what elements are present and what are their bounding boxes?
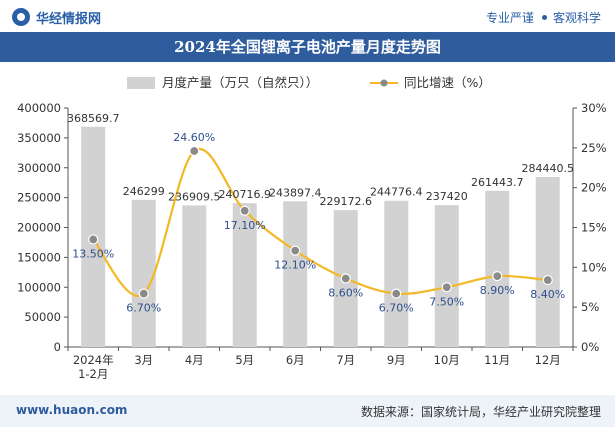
- y-left-tick-label: 300000: [17, 161, 61, 175]
- x-tick-label: 10月: [434, 353, 460, 367]
- bar-value-label: 261443.7: [471, 176, 524, 189]
- tag-professional: 专业严谨: [485, 11, 534, 25]
- bar-value-label: 240716.9: [219, 188, 272, 201]
- growth-point: [542, 274, 553, 286]
- growth-value-label: 6.70%: [126, 302, 161, 315]
- bar-value-label: 244776.4: [370, 186, 423, 199]
- y-right-tick-label: 30%: [581, 101, 607, 115]
- x-tick-label: 5月: [235, 353, 254, 367]
- y-left-tick-label: 100000: [17, 280, 61, 294]
- dot-icon: [541, 15, 547, 20]
- growth-value-label: 24.60%: [173, 131, 215, 144]
- bar: [485, 190, 510, 347]
- growth-line: [92, 147, 548, 298]
- y-right-tick-label: 5%: [581, 300, 599, 314]
- bar: [283, 201, 308, 347]
- legend-bar-swatch: [127, 77, 155, 89]
- footer: www.huaon.com 数据来源：国家统计局，华经产业研究院整理: [0, 395, 615, 427]
- bar: [384, 200, 409, 347]
- growth-point: [290, 245, 301, 256]
- x-tick-label: 12月: [535, 353, 561, 367]
- y-right-tick-label: 15%: [581, 221, 607, 235]
- growth-value-label: 8.90%: [480, 284, 515, 297]
- tag-objective: 客观科学: [552, 11, 601, 25]
- x-tick-label: 11月: [484, 353, 510, 367]
- bar-value-label: 237420: [426, 190, 468, 203]
- y-left-tick-label: 0: [54, 340, 61, 354]
- growth-value-label: 17.10%: [224, 219, 266, 232]
- growth-point: [391, 288, 402, 299]
- chart-canvas: 月度产量（万只（自然只）） 同比增速（%） 0 50000 100000 150000 20…: [17, 75, 607, 381]
- y-right-tick-label: 10%: [581, 260, 607, 274]
- bar: [535, 177, 560, 347]
- bar: [182, 205, 207, 347]
- brand-name: 华经情报网: [36, 11, 102, 27]
- y-left-tick-label: 250000: [17, 191, 61, 205]
- y-left-tick-label: 400000: [17, 101, 61, 115]
- growth-value-label: 12.10%: [274, 259, 316, 272]
- x-tick-label: 9月: [387, 353, 406, 367]
- brand: 华经情报网: [12, 7, 101, 27]
- legend-bar-label: 月度产量（万只（自然只））: [162, 75, 318, 90]
- growth-value-label: 8.60%: [328, 286, 363, 299]
- bar-value-label: 246299: [123, 185, 165, 198]
- growth-point: [492, 270, 503, 282]
- y-left-tick-label: 350000: [17, 131, 61, 145]
- bar-value-label: 284440.5: [522, 162, 575, 175]
- chart-title: 2024年全国锂离子电池产量月度走势图: [174, 38, 441, 56]
- legend-line-marker: [380, 79, 388, 87]
- x-tick-label: 7月: [336, 353, 355, 367]
- bar-value-label: 229172.6: [320, 195, 373, 208]
- growth-point: [239, 205, 250, 216]
- y-right-tick-label: 0%: [581, 340, 599, 354]
- brand-logo-icon: [12, 8, 30, 26]
- bar: [434, 205, 459, 347]
- growth-value-label: 13.50%: [72, 247, 114, 260]
- growth-value-label: 7.50%: [429, 295, 464, 308]
- legend-line-label: 同比增速（%）: [404, 75, 491, 90]
- growth-value-label: 8.40%: [530, 288, 565, 301]
- bar-value-label: 243897.4: [269, 186, 322, 199]
- y-left-tick-label: 200000: [17, 221, 61, 235]
- bar-value-label: 368569.7: [67, 112, 120, 125]
- growth-point: [189, 145, 200, 157]
- footer-site: www.huaon.com: [16, 403, 128, 417]
- y-right-tick-label: 20%: [581, 181, 607, 195]
- bar-value-label: 236909.5: [168, 190, 221, 203]
- x-tick-label: 2024年 1-2月: [73, 353, 114, 381]
- x-tick-label: 6月: [286, 353, 305, 367]
- bar: [131, 199, 156, 347]
- growth-point: [138, 288, 149, 299]
- x-tick-label: 4月: [185, 353, 204, 367]
- footer-source: 数据来源：国家统计局，华经产业研究院整理: [360, 405, 601, 419]
- y-left-tick-label: 150000: [17, 250, 61, 264]
- growth-point: [340, 273, 351, 284]
- y-right-tick-label: 25%: [581, 141, 607, 155]
- growth-point: [88, 234, 99, 245]
- growth-point: [441, 282, 452, 293]
- bar: [232, 203, 257, 347]
- x-tick-label: 3月: [134, 353, 153, 367]
- brand-tags: 专业严谨 客观科学: [486, 9, 601, 26]
- y-left-tick-label: 50000: [24, 310, 61, 324]
- growth-value-label: 6.70%: [379, 302, 414, 315]
- top-bar: 华经情报网 专业严谨 客观科学: [0, 0, 615, 32]
- title-bar: 2024年全国锂离子电池产量月度走势图: [0, 32, 615, 62]
